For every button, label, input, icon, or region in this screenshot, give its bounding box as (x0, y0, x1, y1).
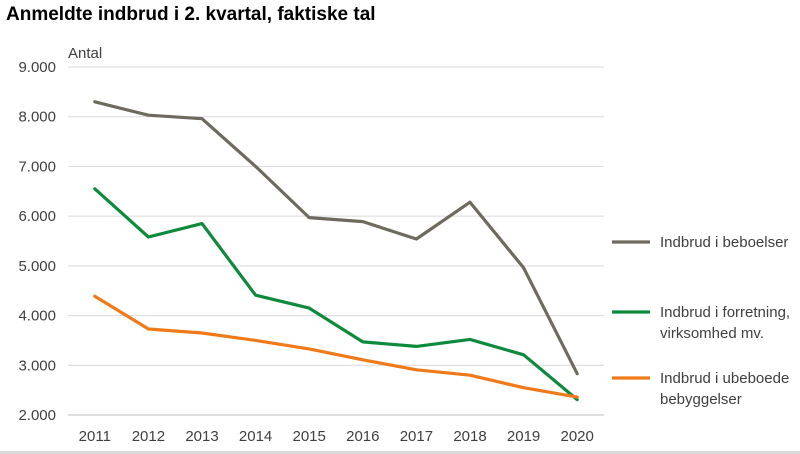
bottom-rule (0, 451, 800, 454)
y-tick-label: 4.000 (18, 308, 56, 325)
legend-item-2: Indbrud i forretning, virksomhed mv. (612, 304, 790, 342)
y-tick-label: 2.000 (18, 407, 56, 424)
series-line-3 (93, 294, 579, 399)
y-tick-label: 5.000 (18, 258, 56, 275)
x-tick-label: 2017 (400, 428, 433, 445)
x-tick-label: 2019 (507, 428, 540, 445)
x-axis-tick-labels: 2011 2012 2013 2014 2015 2016 2017 2018 2019 2020 (79, 428, 594, 445)
x-tick-label: 2012 (132, 428, 165, 445)
gridlines (68, 66, 604, 416)
x-tick-label: 2014 (239, 428, 272, 445)
legend: Indbrud i beboelser Indbrud i forretning,… (612, 234, 790, 408)
legend-label: virksomhed mv. (660, 325, 764, 342)
x-tick-label: 2015 (293, 428, 326, 445)
series-lines (93, 100, 579, 402)
y-tick-label: 3.000 (18, 357, 56, 374)
y-tick-label: 7.000 (18, 158, 56, 175)
x-tick-label: 2018 (453, 428, 486, 445)
legend-label: Indbrud i ubeboede (660, 370, 789, 387)
series-line-1 (93, 100, 579, 376)
x-tick-label: 2013 (185, 428, 218, 445)
y-tick-label: 8.000 (18, 109, 56, 126)
legend-label: bebyggelser (660, 391, 742, 408)
legend-label: Indbrud i forretning, (660, 304, 790, 321)
y-tick-label: 6.000 (18, 208, 56, 225)
x-tick-label: 2020 (561, 428, 594, 445)
x-tick-label: 2011 (79, 428, 111, 445)
y-axis-label: Antal (68, 45, 102, 62)
x-tick-label: 2016 (346, 428, 379, 445)
legend-item-1: Indbrud i beboelser (612, 234, 788, 251)
legend-label: Indbrud i beboelser (660, 234, 788, 251)
y-axis-tick-labels: 2.000 3.000 4.000 5.000 6.000 7.000 8.000 9.000 (18, 59, 56, 424)
y-tick-label: 9.000 (18, 59, 56, 76)
legend-item-3: Indbrud i ubeboede bebyggelser (612, 370, 789, 408)
series-line-2 (93, 187, 579, 402)
chart-title: Anmeldte indbrud i 2. kvartal, faktiske … (6, 4, 376, 25)
